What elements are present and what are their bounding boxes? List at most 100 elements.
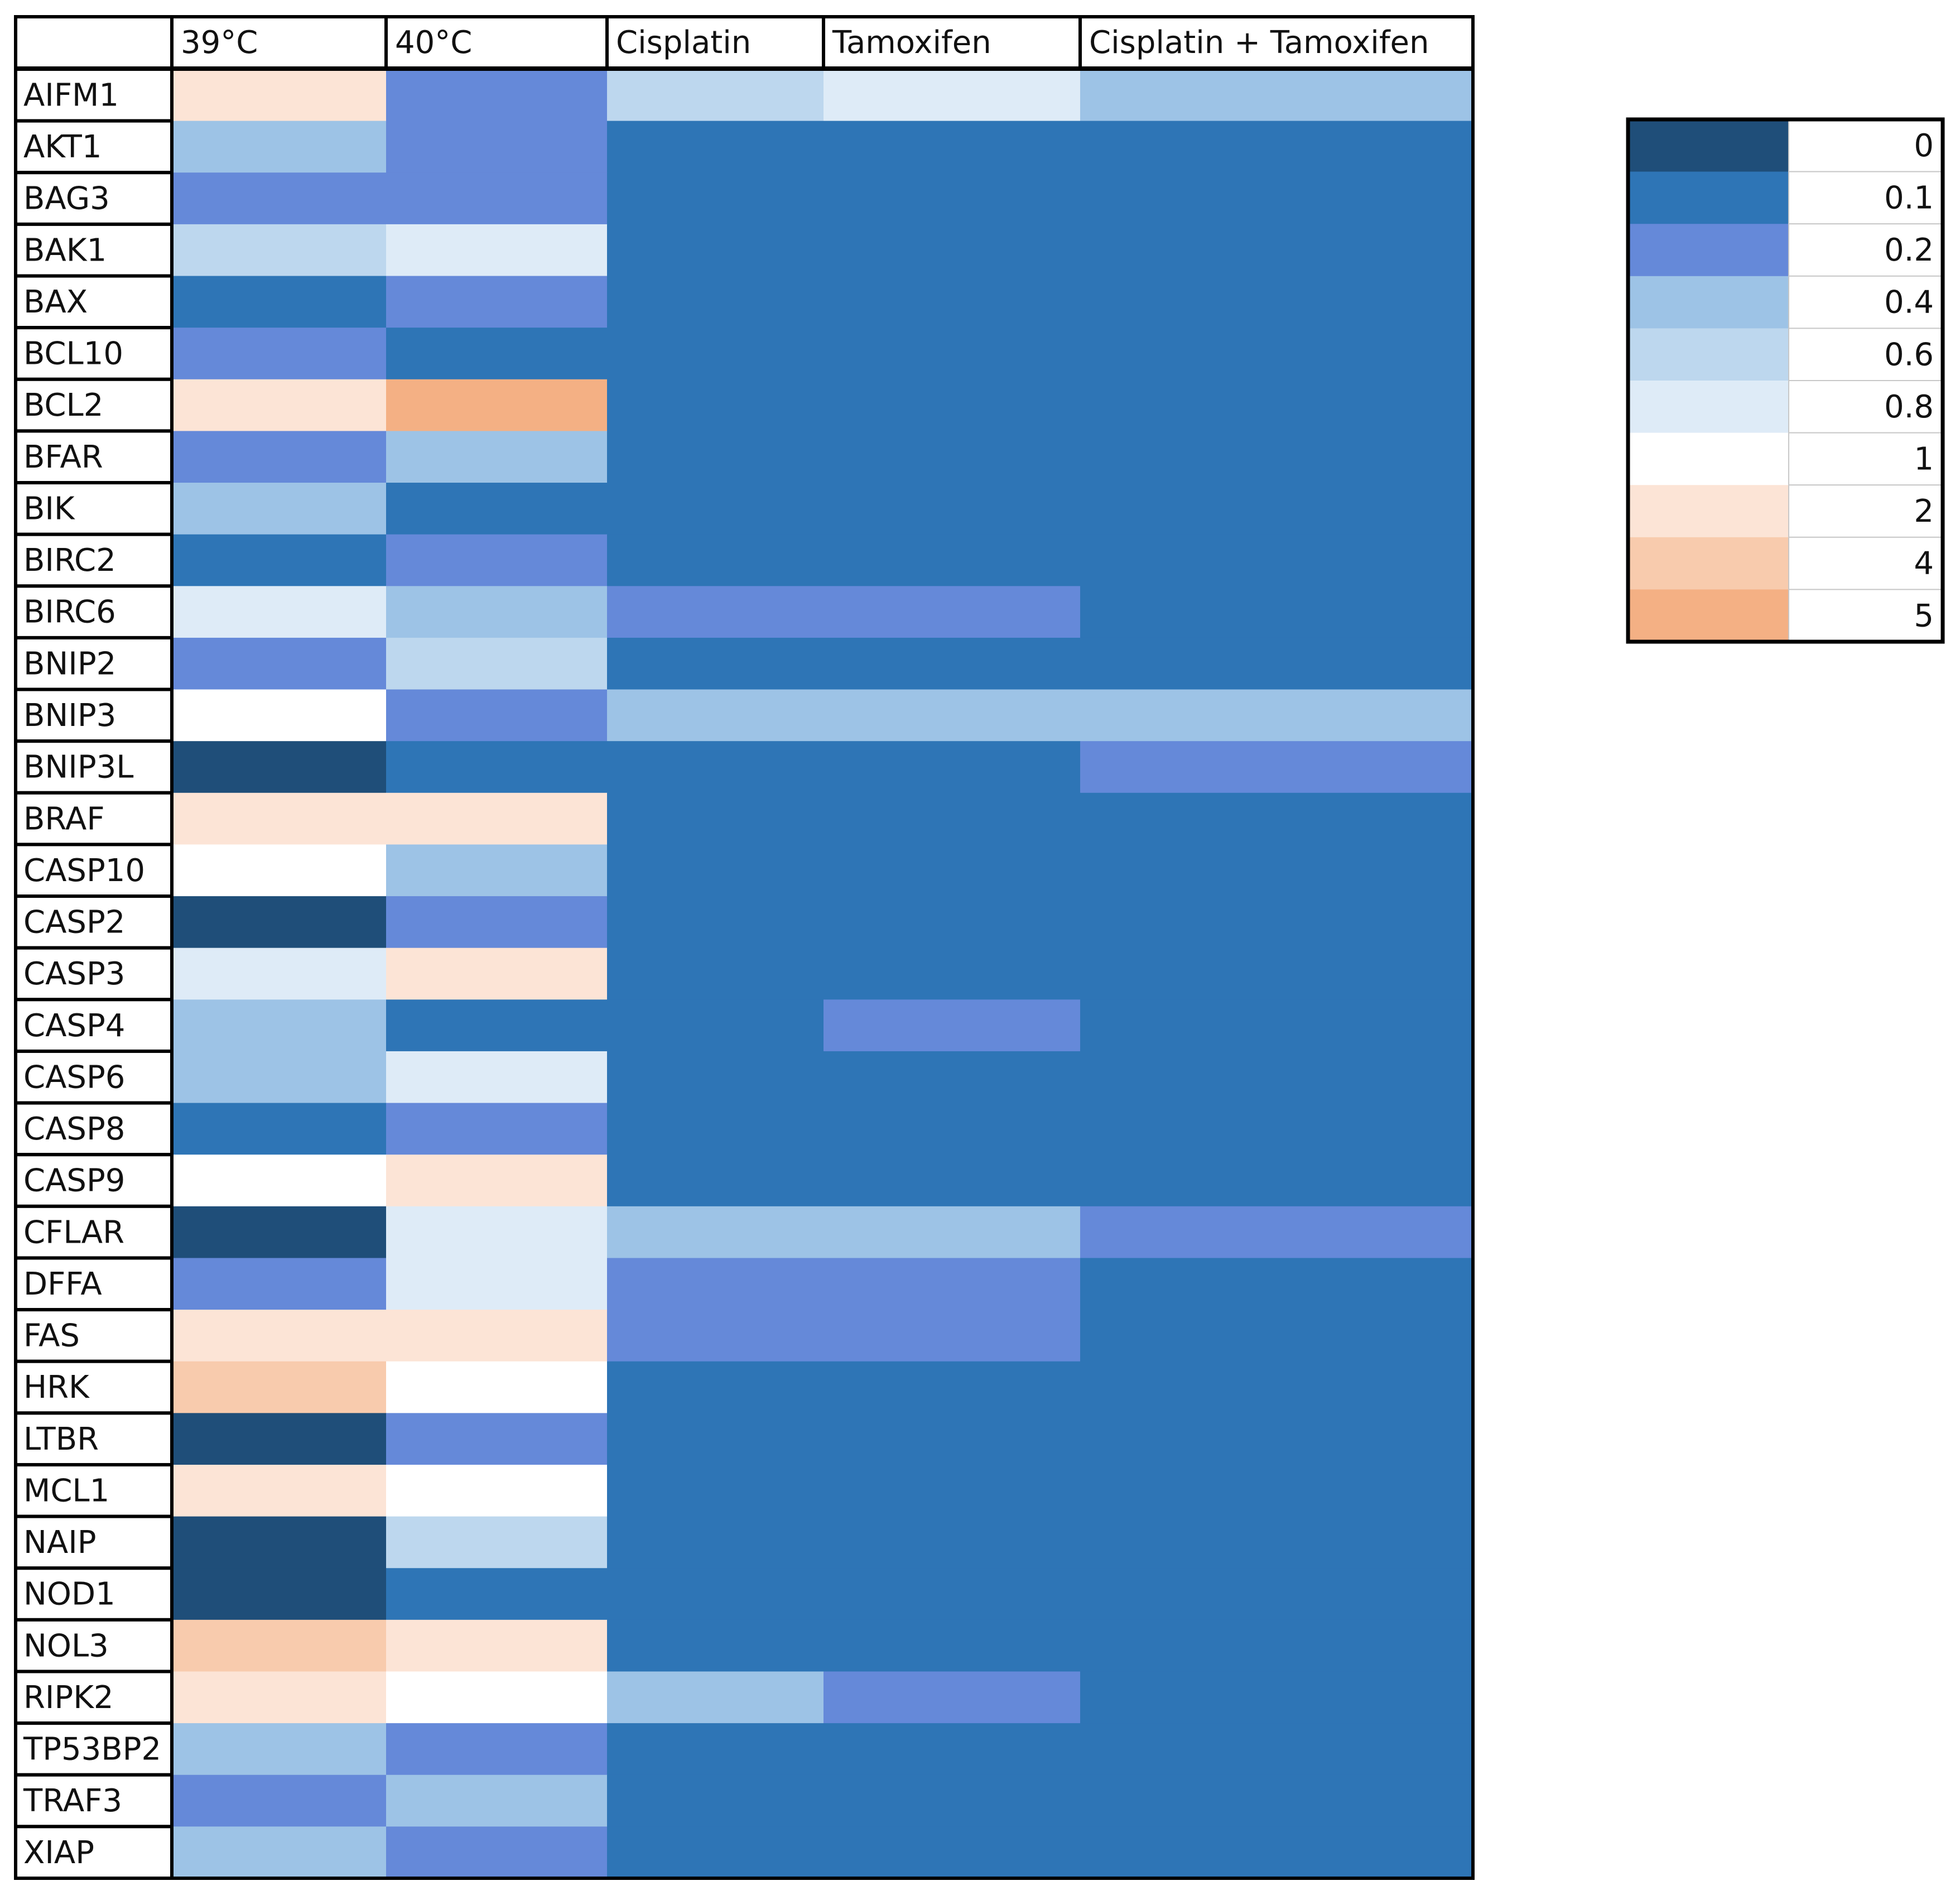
heat-cell bbox=[1080, 328, 1473, 380]
heat-cell bbox=[1080, 586, 1473, 638]
heat-cell bbox=[172, 896, 387, 949]
row-label: NOL3 bbox=[23, 1628, 109, 1664]
legend-label-cell bbox=[1788, 432, 1943, 486]
heat-cell bbox=[607, 1619, 824, 1672]
legend-label: 0.1 bbox=[1884, 180, 1934, 217]
heat-cell bbox=[172, 844, 387, 897]
heat-cell bbox=[1080, 1723, 1473, 1776]
legend-swatch bbox=[1628, 589, 1789, 642]
row-label: AIFM1 bbox=[23, 77, 119, 113]
heat-cell bbox=[824, 1155, 1081, 1207]
heat-cell bbox=[607, 121, 824, 173]
heat-cell bbox=[607, 1671, 824, 1724]
row-label: TP53BP2 bbox=[23, 1731, 161, 1768]
legend-label-cell bbox=[1788, 119, 1943, 172]
heat-cell bbox=[172, 1516, 387, 1569]
heat-cell bbox=[824, 637, 1081, 690]
row-label: BAK1 bbox=[23, 232, 107, 268]
row-label: CASP3 bbox=[23, 956, 125, 992]
heat-cell bbox=[1080, 1826, 1473, 1879]
row-label: BIRC6 bbox=[23, 594, 116, 631]
legend-label: 0 bbox=[1914, 128, 1934, 164]
heat-cell bbox=[386, 121, 608, 173]
heat-cell bbox=[1080, 999, 1473, 1052]
heat-cell bbox=[386, 1258, 608, 1310]
heat-cell bbox=[1080, 1103, 1473, 1155]
heat-cell bbox=[607, 1568, 824, 1620]
heat-cell bbox=[1080, 1206, 1473, 1258]
heat-cell bbox=[386, 637, 608, 690]
heat-cell bbox=[824, 224, 1081, 277]
heat-cell bbox=[1080, 431, 1473, 483]
row-label: CASP6 bbox=[23, 1059, 125, 1095]
row-label: NOD1 bbox=[23, 1576, 115, 1613]
heat-cell bbox=[1080, 276, 1473, 328]
heat-cell bbox=[1080, 1516, 1473, 1569]
heat-cell bbox=[824, 1258, 1081, 1310]
legend-label-cell bbox=[1788, 275, 1943, 329]
heat-cell bbox=[386, 689, 608, 742]
row-label: BIK bbox=[23, 490, 75, 527]
heat-cell bbox=[386, 792, 608, 845]
heat-cell bbox=[172, 1413, 387, 1465]
heat-cell bbox=[1080, 844, 1473, 897]
heat-cell bbox=[386, 1568, 608, 1620]
heat-cell bbox=[386, 1516, 608, 1569]
heat-cell bbox=[172, 172, 387, 225]
column-header-label: 39°C bbox=[181, 25, 258, 61]
heat-cell bbox=[1080, 896, 1473, 949]
legend-swatch bbox=[1628, 381, 1789, 434]
heat-cell bbox=[386, 741, 608, 793]
row-label: BFAR bbox=[23, 439, 103, 475]
heat-cell bbox=[172, 741, 387, 793]
legend-swatch bbox=[1628, 432, 1789, 485]
heat-cell bbox=[824, 1051, 1081, 1104]
heat-cell bbox=[824, 792, 1081, 845]
heat-cell bbox=[1080, 379, 1473, 431]
heat-cell bbox=[607, 172, 824, 225]
heat-cell bbox=[824, 1826, 1081, 1879]
legend-swatch bbox=[1628, 276, 1789, 329]
legend-label-cell bbox=[1788, 536, 1943, 590]
row-label: BRAF bbox=[23, 801, 105, 837]
heat-cell bbox=[607, 1155, 824, 1207]
heat-cell bbox=[386, 1310, 608, 1362]
row-label: DFFA bbox=[23, 1266, 102, 1302]
row-label: RIPK2 bbox=[23, 1680, 114, 1716]
heat-cell bbox=[1080, 947, 1473, 1000]
heat-cell bbox=[172, 328, 387, 380]
heat-cell bbox=[172, 224, 387, 277]
heat-cell bbox=[172, 1464, 387, 1517]
column-header-label: Tamoxifen bbox=[832, 25, 991, 61]
heat-cell bbox=[824, 1516, 1081, 1569]
heat-cell bbox=[386, 379, 608, 431]
column-header-row bbox=[14, 15, 1475, 70]
heat-cell bbox=[172, 69, 387, 122]
heat-cell bbox=[1080, 689, 1473, 742]
heat-cell bbox=[824, 328, 1081, 380]
heat-cell bbox=[172, 1155, 387, 1207]
row-label: XIAP bbox=[23, 1835, 94, 1871]
legend-label: 0.2 bbox=[1884, 232, 1934, 268]
heat-cell bbox=[607, 947, 824, 1000]
heat-cell bbox=[1080, 172, 1473, 225]
heat-cell bbox=[824, 999, 1081, 1052]
heat-cell bbox=[824, 689, 1081, 742]
heat-cell bbox=[607, 69, 824, 122]
heat-cell bbox=[824, 121, 1081, 173]
heat-cell bbox=[607, 1361, 824, 1413]
row-label: BIRC2 bbox=[23, 542, 116, 579]
heat-cell bbox=[386, 1206, 608, 1258]
heat-cell bbox=[386, 276, 608, 328]
legend-label: 0.8 bbox=[1884, 389, 1934, 425]
row-label-cell bbox=[14, 171, 174, 226]
row-label: MCL1 bbox=[23, 1473, 109, 1509]
heat-cell bbox=[172, 947, 387, 1000]
legend-label: 2 bbox=[1914, 493, 1934, 530]
row-label: BAX bbox=[23, 284, 88, 320]
heat-cell bbox=[1080, 1051, 1473, 1104]
heat-cell bbox=[607, 1206, 824, 1258]
heat-cell bbox=[824, 1568, 1081, 1620]
heat-cell bbox=[386, 1413, 608, 1465]
heat-cell bbox=[824, 741, 1081, 793]
